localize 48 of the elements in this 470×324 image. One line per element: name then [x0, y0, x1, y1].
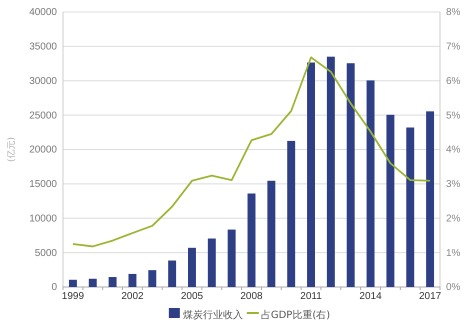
bar	[228, 230, 236, 287]
y2-tick-label: 6%	[446, 76, 461, 87]
y-tick-label: 15000	[29, 179, 58, 190]
line-series	[72, 56, 431, 248]
bar	[68, 280, 77, 287]
bar	[287, 140, 296, 287]
bar	[248, 194, 256, 287]
bar	[326, 56, 335, 287]
y2-tick-label: 7%	[446, 42, 461, 53]
x-tick-label: 2002	[121, 291, 144, 302]
y-tick-label: 30000	[29, 76, 58, 87]
bar	[307, 62, 315, 287]
y-tick-label: 20000	[29, 144, 58, 156]
bar	[346, 63, 355, 287]
bar	[426, 111, 434, 287]
bar	[188, 248, 196, 287]
x-tick-label: 2014	[359, 291, 382, 302]
y-tick-label: 25000	[29, 110, 58, 122]
y-tick-label: 35000	[29, 42, 58, 53]
bar	[148, 270, 156, 287]
x-tick-label: 2017	[418, 291, 442, 302]
y2-tick-label: 3%	[446, 179, 461, 190]
bar	[386, 114, 394, 287]
y2-tick-label: 4%	[446, 144, 461, 156]
y-tick-label: 0	[51, 282, 58, 294]
bar	[88, 278, 97, 287]
x-tick-label: 2008	[240, 291, 264, 302]
bar	[128, 274, 136, 287]
legend-label: 占GDP比重(右)	[260, 309, 330, 321]
y2-tick-label: 0%	[446, 282, 461, 294]
bar	[406, 128, 414, 287]
legend-label: 煤炭行业收入	[182, 309, 243, 321]
bar	[168, 260, 176, 287]
y-tick-label: 5000	[34, 248, 58, 259]
x-tick-label: 2005	[180, 291, 204, 302]
y-tick-label: 10000	[29, 213, 58, 224]
y2-tick-label: 5%	[446, 110, 461, 122]
bar	[208, 238, 216, 287]
y2-tick-label: 8%	[446, 7, 461, 18]
bar	[366, 80, 375, 287]
bar	[108, 277, 117, 287]
y-tick-label: 40000	[29, 7, 58, 18]
y2-tick-label: 1%	[446, 248, 461, 259]
x-tick-label: 1999	[62, 291, 84, 302]
y-axis-title: (亿元)	[6, 136, 17, 162]
x-tick-label: 2011	[300, 291, 322, 302]
bar	[267, 180, 276, 287]
y2-tick-label: 2%	[446, 213, 461, 224]
